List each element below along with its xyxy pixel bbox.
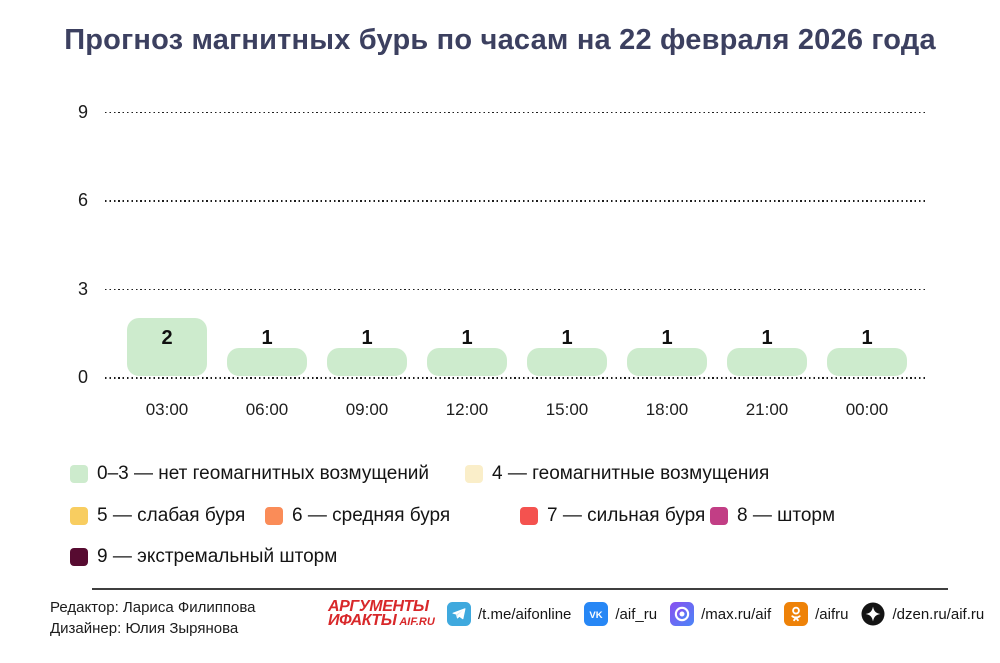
bar bbox=[527, 347, 607, 376]
bar-value-label: 1 bbox=[861, 327, 873, 349]
bar bbox=[727, 347, 807, 376]
social-link[interactable]: /t.me/aifonline bbox=[447, 602, 571, 626]
legend-item: 6 — средняя буря bbox=[265, 505, 450, 527]
social-link[interactable]: VK/aif_ru bbox=[584, 602, 657, 626]
legend-swatch bbox=[70, 465, 88, 483]
x-axis-tick-label: 06:00 bbox=[245, 400, 289, 419]
bar bbox=[827, 347, 907, 376]
legend-item: 8 — шторм bbox=[710, 505, 835, 527]
bar bbox=[427, 347, 507, 376]
page-title: Прогноз магнитных бурь по часам на 22 фе… bbox=[64, 24, 936, 56]
gridline bbox=[105, 288, 925, 291]
footer-divider bbox=[92, 588, 948, 590]
y-axis-tick-label: 6 bbox=[77, 190, 88, 210]
x-axis-tick-label: 03:00 bbox=[145, 400, 189, 419]
legend-swatch bbox=[265, 507, 283, 525]
editor-credit: Редактор: Лариса Филиппова bbox=[50, 599, 256, 616]
x-axis-tick-label: 09:00 bbox=[345, 400, 389, 419]
legend-swatch bbox=[520, 507, 538, 525]
bar bbox=[227, 347, 307, 376]
social-handle: /dzen.ru/aif.ru bbox=[892, 605, 985, 623]
social-handle: /t.me/aifonline bbox=[478, 605, 572, 623]
dzen-icon bbox=[861, 602, 885, 626]
social-link[interactable]: /dzen.ru/aif.ru bbox=[861, 602, 984, 626]
svg-text:VK: VK bbox=[590, 610, 603, 621]
bar-value-label: 1 bbox=[661, 327, 673, 349]
gridline bbox=[105, 200, 925, 202]
x-axis-tick-label: 18:00 bbox=[645, 400, 689, 419]
x-axis-tick-label: 15:00 bbox=[545, 400, 589, 419]
social-link[interactable]: /aifru bbox=[784, 602, 848, 626]
social-handle: /aif_ru bbox=[615, 605, 658, 623]
legend-swatch bbox=[710, 507, 728, 525]
legend-label: 4 — геомагнитные возмущения bbox=[492, 463, 770, 484]
legend-item: 0–3 — нет геомагнитных возмущений bbox=[70, 463, 429, 485]
y-axis-tick-label: 9 bbox=[77, 101, 88, 122]
credits-block: Редактор: Лариса Филиппова Дизайнер: Юли… bbox=[50, 597, 255, 639]
social-handle: /aifru bbox=[815, 605, 849, 623]
gridline bbox=[105, 377, 925, 379]
bar-value-label: 2 bbox=[161, 327, 173, 349]
max-icon bbox=[670, 602, 695, 626]
vk-icon: VK bbox=[584, 602, 609, 626]
bar-value-label: 1 bbox=[561, 327, 573, 349]
social-handle: /max.ru/aif bbox=[701, 605, 772, 623]
legend-label: 0–3 — нет геомагнитных возмущений bbox=[97, 463, 430, 484]
aif-logo-line2: ИФАКТЫ bbox=[328, 612, 397, 629]
aif-logo: АРГУМЕНТЫ ИФАКТЫ AIF.RU bbox=[328, 598, 435, 629]
aif-logo-suffix: AIF.RU bbox=[399, 616, 435, 628]
x-axis-tick-label: 12:00 bbox=[445, 400, 489, 419]
legend-swatch bbox=[70, 507, 88, 525]
bar bbox=[327, 347, 407, 376]
bar bbox=[627, 347, 707, 376]
legend-label: 9 — экстремальный шторм bbox=[97, 546, 338, 567]
bar-value-label: 1 bbox=[261, 327, 273, 349]
legend-item: 9 — экстремальный шторм bbox=[70, 546, 337, 568]
social-links: /t.me/aifonline VK/aif_ru/max.ru/aif/aifr… bbox=[447, 601, 984, 627]
legend-item: 4 — геомагнитные возмущения bbox=[465, 463, 769, 485]
legend-label: 6 — средняя буря bbox=[292, 505, 451, 526]
legend-label: 7 — сильная буря bbox=[547, 505, 706, 526]
y-axis-tick-label: 3 bbox=[77, 278, 88, 299]
legend-item: 5 — слабая буря bbox=[70, 505, 245, 527]
y-axis-tick-label: 0 bbox=[77, 367, 88, 387]
gridline bbox=[105, 111, 925, 114]
bar-value-label: 1 bbox=[461, 327, 473, 349]
bar-value-label: 1 bbox=[761, 327, 773, 349]
legend-label: 5 — слабая буря bbox=[97, 505, 246, 526]
legend-label: 8 — шторм bbox=[737, 505, 836, 526]
social-link[interactable]: /max.ru/aif bbox=[670, 602, 771, 626]
bar bbox=[127, 318, 207, 376]
bar-value-label: 1 bbox=[361, 327, 373, 349]
telegram-icon bbox=[447, 602, 471, 626]
legend-swatch bbox=[465, 465, 483, 483]
legend-swatch bbox=[70, 548, 88, 566]
designer-credit: Дизайнер: Юлия Зырянова bbox=[50, 620, 239, 637]
x-axis-tick-label: 00:00 bbox=[845, 400, 889, 419]
ok-icon bbox=[784, 602, 809, 626]
legend-item: 7 — сильная буря bbox=[520, 505, 705, 527]
x-axis-tick-label: 21:00 bbox=[745, 400, 789, 419]
aif-logo-line1: АРГУМЕНТЫ bbox=[328, 598, 429, 615]
